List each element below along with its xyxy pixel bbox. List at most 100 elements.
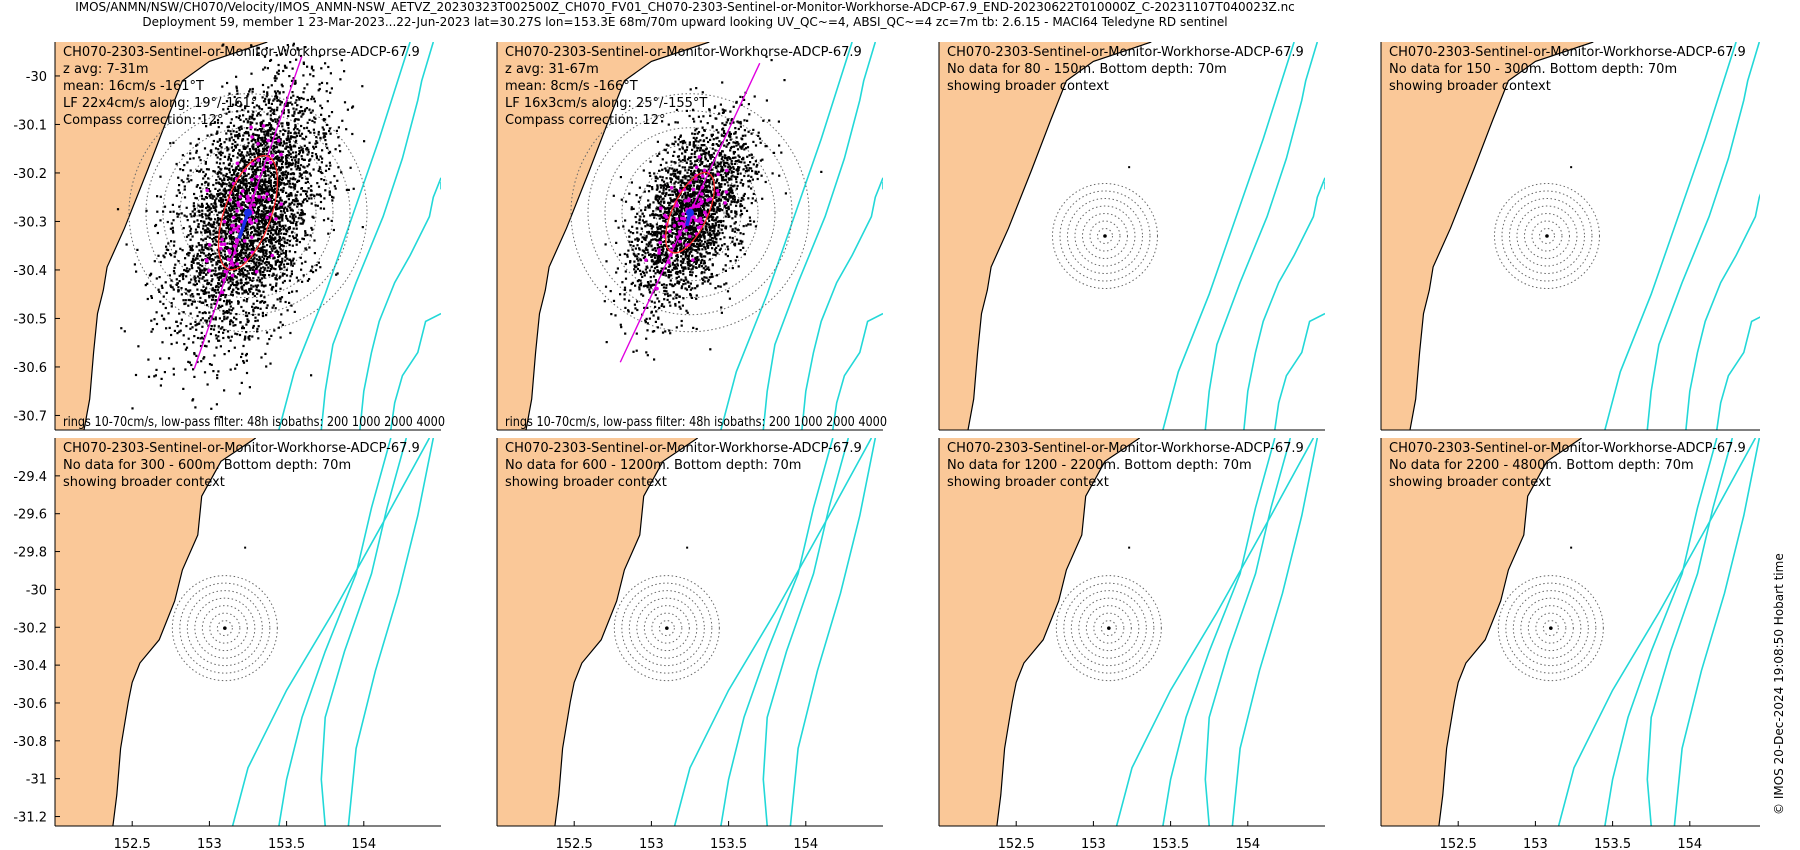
scatter-point	[217, 278, 220, 282]
scatter-point	[185, 267, 189, 270]
lowpass-point	[228, 198, 232, 202]
scatter-point	[317, 133, 320, 136]
scatter-point	[673, 175, 676, 178]
scatter-point	[216, 213, 219, 217]
scatter-point	[707, 175, 710, 178]
scatter-point	[256, 138, 260, 141]
scatter-point	[317, 130, 320, 134]
scatter-point	[189, 238, 192, 241]
scatter-point	[255, 268, 258, 271]
scatter-point	[261, 245, 265, 248]
scatter-point	[189, 289, 192, 292]
scatter-point	[282, 91, 285, 94]
scatter-point	[208, 294, 211, 297]
scatter-point	[231, 205, 234, 208]
scatter-point	[294, 178, 297, 181]
scatter-point	[279, 160, 282, 163]
scatter-point	[221, 304, 224, 307]
scatter-point	[639, 196, 642, 199]
scatter-point	[252, 308, 255, 311]
scatter-point	[612, 194, 615, 197]
scatter-point	[728, 133, 731, 136]
scatter-point	[286, 44, 289, 47]
scatter-point	[671, 193, 674, 196]
scatter-point	[189, 157, 192, 160]
scatter-point	[230, 146, 233, 149]
scatter-point	[212, 226, 215, 229]
scatter-point	[180, 293, 183, 296]
scatter-point	[311, 155, 314, 158]
scatter-point	[228, 206, 231, 209]
scatter-point	[238, 241, 241, 244]
scatter-point	[657, 206, 660, 209]
scatter-point	[273, 128, 276, 131]
scatter-point	[208, 214, 211, 217]
scatter-point	[203, 221, 206, 224]
scatter-point	[299, 105, 303, 109]
scatter-point	[681, 140, 684, 143]
scatter-point	[223, 389, 226, 392]
scatter-point	[220, 154, 223, 157]
scatter-point	[630, 208, 633, 211]
scatter-point	[238, 184, 241, 187]
scatter-point	[221, 280, 224, 283]
scatter-point	[183, 185, 186, 188]
scatter-point	[209, 190, 212, 193]
scatter-point	[756, 172, 759, 175]
scatter-point	[295, 58, 298, 61]
scatter-point	[265, 206, 268, 209]
scatter-point	[215, 291, 218, 294]
scatter-point	[255, 288, 258, 291]
lowpass-point	[279, 152, 283, 157]
scatter-point	[245, 163, 248, 167]
scatter-point	[649, 284, 652, 287]
scatter-point	[270, 118, 273, 121]
scatter-point	[205, 187, 208, 190]
scatter-point	[210, 283, 213, 286]
scatter-point	[742, 246, 745, 249]
scatter-point	[252, 152, 255, 155]
panel-info-line: LF 22x4cm/s along: 19°/-161°	[63, 96, 257, 111]
scatter-point	[234, 219, 237, 222]
scatter-point	[226, 214, 229, 217]
scatter-point	[255, 167, 258, 170]
scatter-point	[213, 290, 216, 293]
scatter-point	[252, 175, 255, 178]
scatter-point	[261, 213, 264, 216]
scatter-point	[656, 140, 659, 143]
scatter-point	[235, 269, 238, 272]
scatter-point	[721, 244, 724, 247]
scatter-point	[345, 188, 348, 192]
scatter-point	[708, 268, 711, 271]
scatter-point	[294, 251, 297, 254]
scatter-point	[222, 195, 225, 198]
scatter-point	[216, 288, 219, 291]
scatter-point	[282, 128, 285, 131]
scatter-point	[264, 238, 267, 241]
scatter-point	[261, 260, 265, 263]
scatter-point	[203, 198, 206, 201]
scatter-point	[299, 164, 303, 167]
scatter-point	[222, 312, 225, 315]
scatter-point	[295, 132, 298, 135]
isobath-2	[320, 42, 435, 430]
scatter-point	[245, 246, 248, 249]
scatter-point	[706, 267, 709, 270]
scatter-point	[238, 251, 242, 254]
scatter-point	[244, 226, 247, 229]
scatter-point	[275, 177, 278, 180]
scatter-point	[192, 261, 195, 264]
scatter-point	[256, 306, 259, 310]
scatter-point	[258, 220, 261, 223]
scatter-point	[256, 240, 259, 243]
scatter-point	[306, 153, 309, 156]
scatter-point	[236, 207, 239, 210]
scatter-point	[689, 193, 692, 196]
scatter-point	[309, 189, 313, 192]
scatter-point	[214, 187, 217, 190]
scatter-point	[237, 179, 240, 182]
scatter-point	[246, 225, 249, 228]
scatter-point	[253, 155, 256, 159]
scatter-point	[604, 285, 608, 288]
scatter-point	[276, 217, 279, 220]
